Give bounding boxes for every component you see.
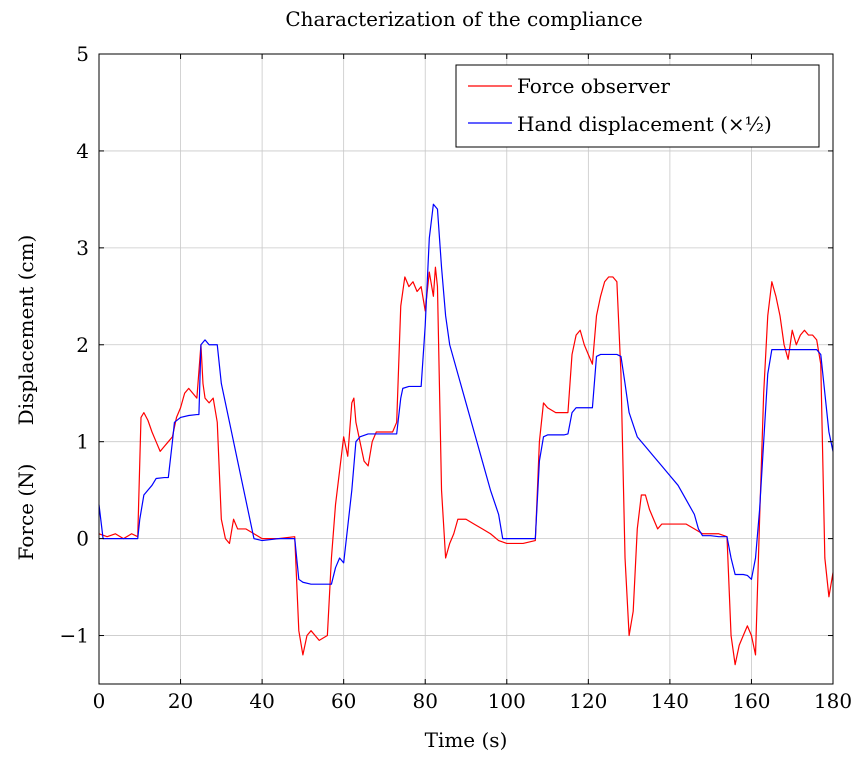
y-axis-label: Force (N) Displacement (cm) — [14, 235, 38, 561]
y-tick-label: 5 — [76, 42, 89, 66]
y-tick-label: 1 — [76, 430, 89, 454]
series-line-hand-displacement — [98, 203, 834, 585]
x-tick-label: 20 — [168, 689, 193, 713]
series-group — [98, 203, 834, 666]
x-tick-label: 160 — [732, 689, 770, 713]
y-tick-label: 2 — [76, 333, 89, 357]
grid — [98, 53, 834, 684]
x-tick-label: 0 — [93, 689, 106, 713]
x-tick-label: 140 — [651, 689, 689, 713]
y-tick-label: 0 — [76, 527, 89, 551]
y-tick-label: 3 — [76, 236, 89, 260]
x-axis-label: Time (s) — [425, 728, 508, 752]
plot-frame — [98, 53, 834, 685]
y-tick-label: 4 — [76, 139, 89, 163]
x-tick-label: 120 — [569, 689, 607, 713]
y-axis-label-force: Force (N) — [14, 464, 38, 561]
series-line-force-observer — [98, 266, 834, 666]
legend-box — [455, 64, 820, 148]
axis-ticks: 0 20 40 60 80 100 120 140 160 180 −1 0 1 2 3 4 5 — [60, 42, 853, 713]
x-tick-label: 180 — [814, 689, 852, 713]
legend-label-force: Force observer — [517, 74, 670, 98]
y-tick-label: −1 — [60, 624, 89, 648]
y-axis-label-displacement: Displacement (cm) — [14, 235, 38, 426]
x-tick-label: 100 — [488, 689, 526, 713]
chart-title: Characterization of the compliance — [285, 7, 642, 31]
x-tick-label: 80 — [412, 689, 437, 713]
legend: Force observer Hand displacement (×½) — [455, 64, 820, 148]
legend-label-displacement: Hand displacement (×½) — [517, 112, 772, 136]
x-tick-label: 40 — [249, 689, 274, 713]
x-tick-label: 60 — [331, 689, 356, 713]
